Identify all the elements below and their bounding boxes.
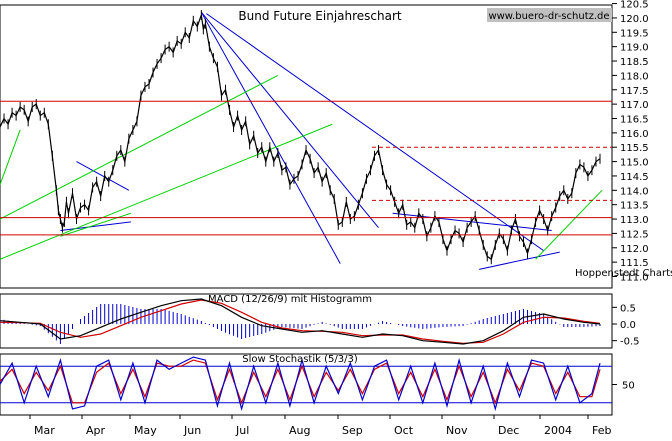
price-ytick-label: 115.0 bbox=[620, 158, 649, 169]
macd-line bbox=[0, 298, 601, 345]
trendline-blue bbox=[76, 161, 130, 191]
price-ytick-label: 118.5 bbox=[620, 57, 649, 68]
price-ytick-label: 116.5 bbox=[620, 114, 649, 125]
month-label: Nov bbox=[446, 424, 468, 437]
stoch-ytick-label: 50 bbox=[622, 381, 635, 392]
month-label: Apr bbox=[86, 424, 106, 437]
axes: 111.0 111.5 112.0 112.5 113.0 113.5 114.0 114.5… bbox=[29, 0, 649, 437]
price-ytick-label: 117.5 bbox=[620, 86, 649, 97]
macd-signal-line bbox=[0, 299, 601, 344]
price-ytick-label: 119.0 bbox=[620, 43, 649, 54]
stoch-k-line bbox=[0, 356, 601, 412]
price-ytick-label: 114.5 bbox=[620, 172, 649, 183]
chart-title: Bund Future Einjahreschart bbox=[238, 9, 402, 23]
panel-frame-1 bbox=[0, 293, 613, 349]
price-ytick-label: 120.0 bbox=[620, 14, 649, 25]
trendline-blue bbox=[206, 13, 544, 252]
month-label: Aug bbox=[289, 424, 310, 437]
stoch-label: Slow Stochastik (5/3/3) bbox=[242, 354, 358, 365]
price-ytick-label: 114.0 bbox=[620, 186, 649, 197]
watermark-text: www.buero-dr-schutz.de bbox=[488, 11, 609, 22]
price-ytick-label: 118.0 bbox=[620, 71, 649, 82]
price-ytick-label: 111.5 bbox=[620, 258, 649, 269]
price-ytick-label: 113.0 bbox=[620, 215, 649, 226]
panel-frames bbox=[0, 4, 613, 416]
trendline-blue bbox=[200, 11, 379, 228]
price-ytick-label: 113.5 bbox=[620, 201, 649, 212]
price-line bbox=[0, 14, 601, 261]
price-ytick-label: 112.0 bbox=[620, 244, 649, 255]
price-ytick-label: 117.0 bbox=[620, 100, 649, 111]
price-ytick-label: 111.0 bbox=[620, 273, 649, 284]
macd-label: MACD (12/26/9) mit Histogramm bbox=[208, 294, 372, 305]
price-ytick-label: 120.5 bbox=[620, 0, 649, 11]
trendline-blue bbox=[479, 251, 560, 270]
month-label: 2004 bbox=[544, 424, 572, 437]
month-label: Jul bbox=[235, 424, 249, 437]
macd-ytick-label: -0.5 bbox=[620, 337, 640, 348]
macd-ytick-label: 0.0 bbox=[620, 320, 636, 331]
month-label: Mar bbox=[34, 424, 55, 437]
trendline-blue bbox=[60, 221, 131, 232]
trendline-blue bbox=[200, 11, 341, 264]
macd-panel bbox=[0, 298, 601, 345]
credit-label: Hoppenstedt Charts bbox=[575, 268, 672, 279]
price-ytick-label: 115.5 bbox=[620, 143, 649, 154]
trendline-green bbox=[535, 189, 603, 260]
month-label: Jun bbox=[183, 424, 201, 437]
price-ytick-label: 119.5 bbox=[620, 28, 649, 39]
trendline-green bbox=[0, 123, 333, 260]
macd-ytick-label: 0.5 bbox=[620, 303, 636, 314]
month-label: Sep bbox=[342, 424, 363, 437]
month-label: Feb bbox=[592, 424, 611, 437]
trendline-green bbox=[0, 74, 279, 220]
horizontal-lines bbox=[0, 100, 612, 236]
trendline-green bbox=[0, 129, 21, 185]
price-ytick-label: 112.5 bbox=[620, 229, 649, 240]
price-series bbox=[0, 10, 601, 265]
watermark-box bbox=[487, 8, 612, 22]
stochastic-panel bbox=[0, 356, 612, 412]
month-label: Dec bbox=[498, 424, 519, 437]
price-ytick-label: 116.0 bbox=[620, 129, 649, 140]
month-label: May bbox=[134, 424, 157, 437]
month-label: Oct bbox=[394, 424, 414, 437]
